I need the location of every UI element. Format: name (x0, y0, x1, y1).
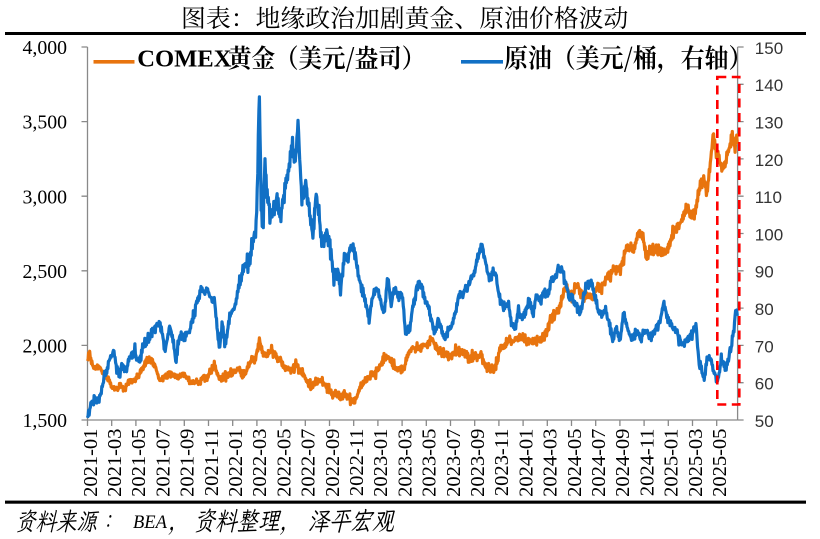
svg-text:2024-07: 2024-07 (588, 429, 610, 497)
svg-text:2023-07: 2023-07 (443, 429, 465, 497)
svg-text:2024-09: 2024-09 (612, 429, 634, 497)
svg-text:2022-05: 2022-05 (273, 429, 295, 497)
svg-text:2025-01: 2025-01 (661, 429, 683, 497)
svg-text:2025-05: 2025-05 (709, 429, 731, 497)
svg-text:COMEX: COMEX (137, 45, 232, 72)
svg-text:1,500: 1,500 (22, 410, 67, 432)
svg-text:70: 70 (755, 337, 774, 356)
svg-text:50: 50 (755, 412, 774, 431)
svg-text:2024-05: 2024-05 (564, 429, 586, 497)
svg-text:2,000: 2,000 (22, 336, 67, 358)
svg-text:2021-09: 2021-09 (177, 429, 199, 497)
svg-text:2023-03: 2023-03 (394, 429, 416, 497)
svg-text:100: 100 (755, 225, 783, 244)
svg-text:2024-11: 2024-11 (636, 429, 658, 497)
svg-text:130: 130 (755, 114, 783, 133)
svg-text:2022-09: 2022-09 (322, 429, 344, 497)
svg-text:2024-03: 2024-03 (540, 429, 562, 497)
svg-text:2022-01: 2022-01 (225, 429, 247, 497)
svg-text:BEA: BEA (133, 513, 168, 533)
svg-text:60: 60 (755, 375, 774, 394)
svg-text:150: 150 (755, 39, 783, 58)
svg-text:90: 90 (755, 263, 774, 282)
svg-text:2022-07: 2022-07 (298, 429, 320, 497)
svg-text:2023-05: 2023-05 (419, 429, 441, 497)
svg-text:2023-01: 2023-01 (370, 429, 392, 497)
svg-text:3,000: 3,000 (22, 186, 67, 208)
svg-text:3,500: 3,500 (22, 112, 67, 134)
svg-text:2023-09: 2023-09 (467, 429, 489, 497)
svg-text:2021-07: 2021-07 (152, 429, 174, 497)
svg-text:120: 120 (755, 151, 783, 170)
svg-text:2025-03: 2025-03 (685, 429, 707, 497)
svg-text:2023-11: 2023-11 (491, 429, 513, 497)
svg-text:2022-03: 2022-03 (249, 429, 271, 497)
svg-text:140: 140 (755, 76, 783, 95)
svg-text:80: 80 (755, 300, 774, 319)
svg-text:4,000: 4,000 (22, 37, 67, 59)
svg-text:2,500: 2,500 (22, 261, 67, 283)
svg-text:2022-11: 2022-11 (346, 429, 368, 497)
svg-text:2021-05: 2021-05 (128, 429, 150, 497)
svg-text:2021-03: 2021-03 (104, 429, 126, 497)
svg-text:2021-11: 2021-11 (201, 429, 223, 497)
svg-text:110: 110 (755, 188, 782, 207)
svg-text:2024-01: 2024-01 (515, 429, 537, 497)
svg-text:2021-01: 2021-01 (80, 429, 102, 497)
